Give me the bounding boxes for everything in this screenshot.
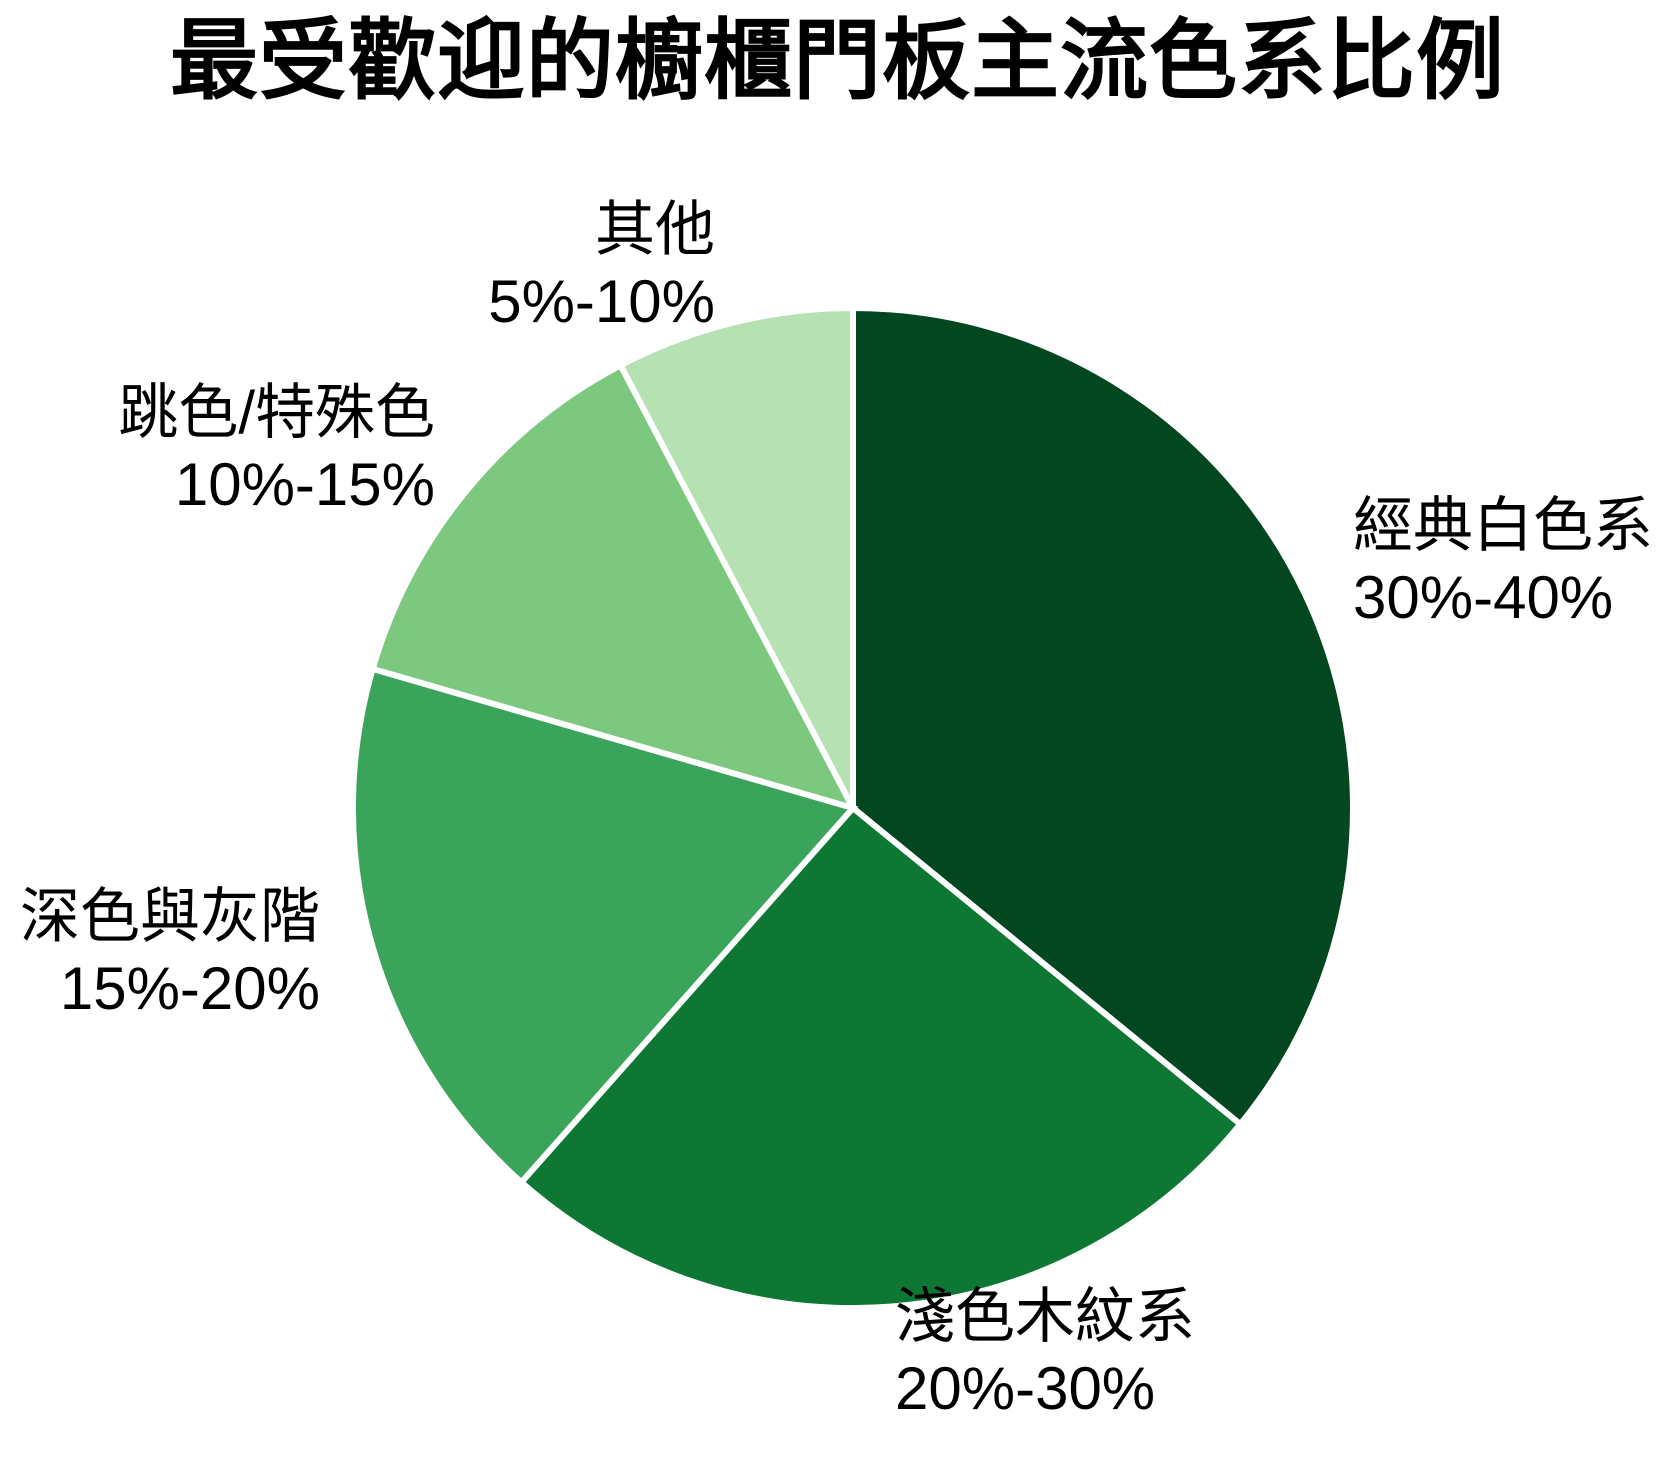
slice-label-range: 5%-10%	[488, 268, 715, 335]
slice-label-dark-gray: 深色與灰階 15%-20%	[20, 881, 320, 1025]
chart-title: 最受歡迎的櫥櫃門板主流色系比例	[169, 11, 1505, 110]
slice-label-range: 10%-15%	[174, 451, 435, 518]
pie-slice-1	[517, 803, 1245, 1312]
pie-slice-2	[349, 665, 859, 1187]
slice-label-accent-special: 跳色/特殊色 10%-15%	[118, 377, 435, 521]
slice-label-range: 20%-30%	[895, 1355, 1156, 1422]
slice-label-text: 跳色/特殊色	[118, 379, 435, 446]
slice-label-light-wood: 淺色木紋系 20%-30%	[895, 1281, 1195, 1425]
pie-slice-4	[616, 304, 856, 810]
pie-slice-0	[850, 304, 1356, 1129]
slice-label-other: 其他 5%-10%	[488, 194, 715, 338]
slice-label-text: 其他	[595, 196, 715, 263]
slice-label-range: 30%-40%	[1353, 564, 1614, 631]
slice-label-range: 15%-20%	[59, 955, 320, 1022]
pie-slice-3	[368, 361, 859, 813]
slice-label-text: 經典白色系	[1353, 492, 1653, 559]
slice-label-text: 淺色木紋系	[895, 1283, 1195, 1350]
slice-label-classic-white: 經典白色系 30%-40%	[1353, 490, 1653, 634]
slice-label-text: 深色與灰階	[20, 883, 320, 950]
